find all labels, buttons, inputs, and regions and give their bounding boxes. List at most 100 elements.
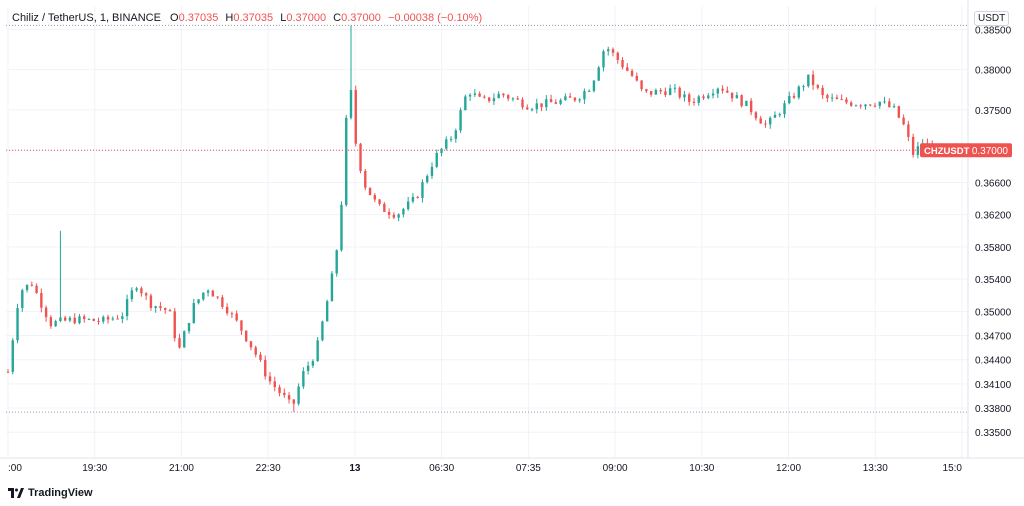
candle-body <box>854 105 858 107</box>
y-tick-label: 0.33800 <box>975 404 1012 415</box>
candle-body <box>173 311 176 339</box>
candle-body <box>330 273 334 302</box>
y-tick-label: 0.35400 <box>975 275 1012 286</box>
y-tick-label: 0.34700 <box>975 332 1012 343</box>
candle-body <box>554 102 558 104</box>
candle-body <box>745 100 748 107</box>
candle-body <box>859 105 862 107</box>
candle-body <box>592 80 596 91</box>
candle-body <box>6 371 10 373</box>
candle-body <box>626 67 629 71</box>
candle-body <box>649 91 653 95</box>
candle-body <box>478 93 481 97</box>
candle-body <box>368 187 372 196</box>
candle-body <box>435 152 438 167</box>
y-tick-label: 0.36200 <box>975 211 1012 222</box>
candle-body <box>35 285 38 294</box>
candle-body <box>221 297 224 307</box>
candle-body <box>673 87 677 89</box>
candle-body <box>511 98 515 100</box>
candle-body <box>459 110 462 131</box>
candle-body <box>402 209 405 215</box>
candle-body <box>707 95 710 99</box>
y-tick-label: 0.38500 <box>975 25 1012 36</box>
candle-body <box>340 204 343 251</box>
candle-body <box>240 320 243 331</box>
x-tick-label: 19:30 <box>82 463 107 474</box>
candle-body <box>106 316 110 320</box>
candle-body <box>235 313 238 321</box>
tradingview-logo[interactable]: TradingView <box>8 486 93 500</box>
candle-body <box>426 175 429 183</box>
candle-body <box>849 102 853 106</box>
candle-body <box>149 295 153 308</box>
candle-body <box>287 395 291 400</box>
candle-body <box>526 107 529 110</box>
candle-body <box>502 93 505 96</box>
candle-body <box>25 284 29 291</box>
candle-body <box>835 97 839 100</box>
candle-body <box>497 93 500 99</box>
candle-body <box>183 331 186 348</box>
chart-grid <box>0 0 1024 459</box>
candle-body <box>740 95 743 107</box>
candle-body <box>359 143 362 171</box>
candle-body <box>878 101 881 106</box>
candle-body <box>306 365 310 372</box>
legend-close-value: 0.37000 <box>341 12 381 24</box>
candle-body <box>154 306 157 308</box>
candle-body <box>383 203 386 212</box>
candle-body <box>487 97 491 102</box>
candle-body <box>59 317 62 322</box>
candle-body <box>83 316 86 320</box>
candle-body <box>11 340 14 372</box>
candle-body <box>611 49 615 53</box>
candle-body <box>87 318 91 320</box>
candle-body <box>249 341 253 348</box>
price-axis[interactable]: 0.38500 0.38000 0.37500 0.37000 0.36600 0.362… <box>975 25 1012 439</box>
candle-body <box>683 94 686 98</box>
x-tick-label: 15:0 <box>943 463 963 474</box>
candle-body <box>521 99 524 108</box>
candle-body <box>316 340 319 362</box>
candle-body <box>726 90 729 93</box>
candle-body <box>264 359 267 377</box>
candle-body <box>735 95 739 99</box>
candle-body <box>492 98 496 102</box>
candle-body <box>416 196 419 198</box>
candle-body <box>259 354 262 360</box>
candle-body <box>507 95 510 99</box>
candle-body <box>102 316 105 322</box>
legend-high-label: H <box>225 12 234 24</box>
candle-body <box>845 99 848 103</box>
y-tick-label: 0.37500 <box>975 106 1012 117</box>
candle-body <box>325 301 329 322</box>
candle-body <box>749 100 753 113</box>
candle-body <box>711 93 715 96</box>
candle-body <box>902 117 905 125</box>
candle-body <box>449 138 453 140</box>
candle-body <box>140 288 143 294</box>
candle-body <box>111 318 115 320</box>
candle-body <box>916 146 920 155</box>
time-axis[interactable]: :00 19:30 21:00 22:30 13 06:30 07:35 09:00 10:30… <box>8 463 962 474</box>
candle-body <box>349 90 353 118</box>
candle-body <box>607 49 610 52</box>
candle-body <box>821 87 824 96</box>
candle-body <box>759 118 762 124</box>
candle-body <box>278 387 281 393</box>
candle-body <box>840 99 843 101</box>
candle-body <box>178 338 181 348</box>
candle-body <box>345 117 348 205</box>
candle-body <box>354 90 357 144</box>
candle-body <box>135 288 138 291</box>
candle-body <box>454 130 457 139</box>
currency-button[interactable]: USDT <box>974 11 1010 26</box>
candle-body <box>716 88 720 94</box>
candle-body <box>197 299 200 304</box>
candle-body <box>773 114 777 118</box>
x-tick-label: 13:30 <box>863 463 888 474</box>
candle-body <box>97 320 100 322</box>
candle-body <box>63 317 67 321</box>
